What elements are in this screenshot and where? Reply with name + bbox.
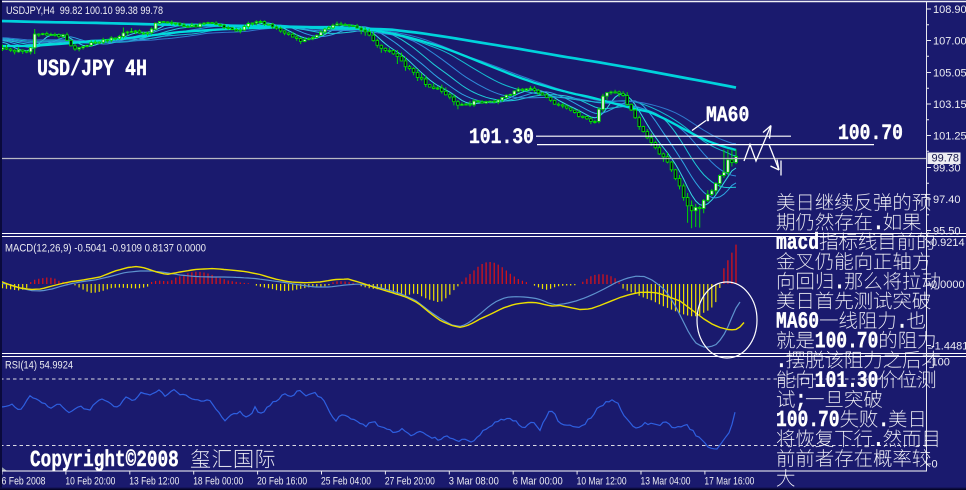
svg-text:25 Feb 04:00: 25 Feb 04:00 bbox=[321, 476, 371, 488]
svg-text:99.30: 99.30 bbox=[933, 163, 961, 175]
svg-text:13 Feb 12:00: 13 Feb 12:00 bbox=[129, 476, 179, 488]
svg-text:18 Feb 00:00: 18 Feb 00:00 bbox=[193, 476, 243, 488]
svg-text:20 Feb 16:00: 20 Feb 16:00 bbox=[257, 476, 307, 488]
svg-text:3 Mar 08:00: 3 Mar 08:00 bbox=[449, 476, 499, 488]
svg-text:-1.4481: -1.4481 bbox=[931, 341, 966, 353]
svg-text:10 Feb 20:00: 10 Feb 20:00 bbox=[65, 476, 115, 488]
svg-text:95.50: 95.50 bbox=[933, 226, 961, 238]
svg-text:97.40: 97.40 bbox=[933, 194, 961, 206]
svg-text:105.05: 105.05 bbox=[933, 68, 966, 80]
svg-text:108.90: 108.90 bbox=[933, 4, 966, 16]
svg-text:13 Mar 04:00: 13 Mar 04:00 bbox=[641, 476, 691, 488]
svg-text:107.00: 107.00 bbox=[933, 36, 966, 48]
svg-text:6 Feb 2008: 6 Feb 2008 bbox=[2, 476, 46, 488]
svg-text:17 Mar 16:00: 17 Mar 16:00 bbox=[704, 476, 754, 488]
svg-text:MACD(12,26,9) -0.5041 -0.9109: MACD(12,26,9) -0.5041 -0.9109 0.8137 0.0… bbox=[5, 243, 206, 255]
svg-text:0: 0 bbox=[932, 459, 938, 471]
svg-text:RSI(14) 54.9924: RSI(14) 54.9924 bbox=[5, 360, 73, 372]
svg-text:27 Feb 20:00: 27 Feb 20:00 bbox=[385, 476, 435, 488]
svg-text:6 Mar 00:00: 6 Mar 00:00 bbox=[513, 476, 563, 488]
svg-text:99.78: 99.78 bbox=[932, 153, 960, 165]
svg-text:0.9214: 0.9214 bbox=[931, 237, 965, 249]
svg-text:10 Mar 12:00: 10 Mar 12:00 bbox=[577, 476, 627, 488]
svg-text:101.25: 101.25 bbox=[933, 131, 966, 143]
svg-text:USDJPY,H4 99.82 100.10 99.38: USDJPY,H4 99.82 100.10 99.38 99.78 bbox=[6, 5, 163, 17]
svg-text:100: 100 bbox=[932, 357, 950, 369]
svg-text:103.15: 103.15 bbox=[933, 99, 966, 111]
